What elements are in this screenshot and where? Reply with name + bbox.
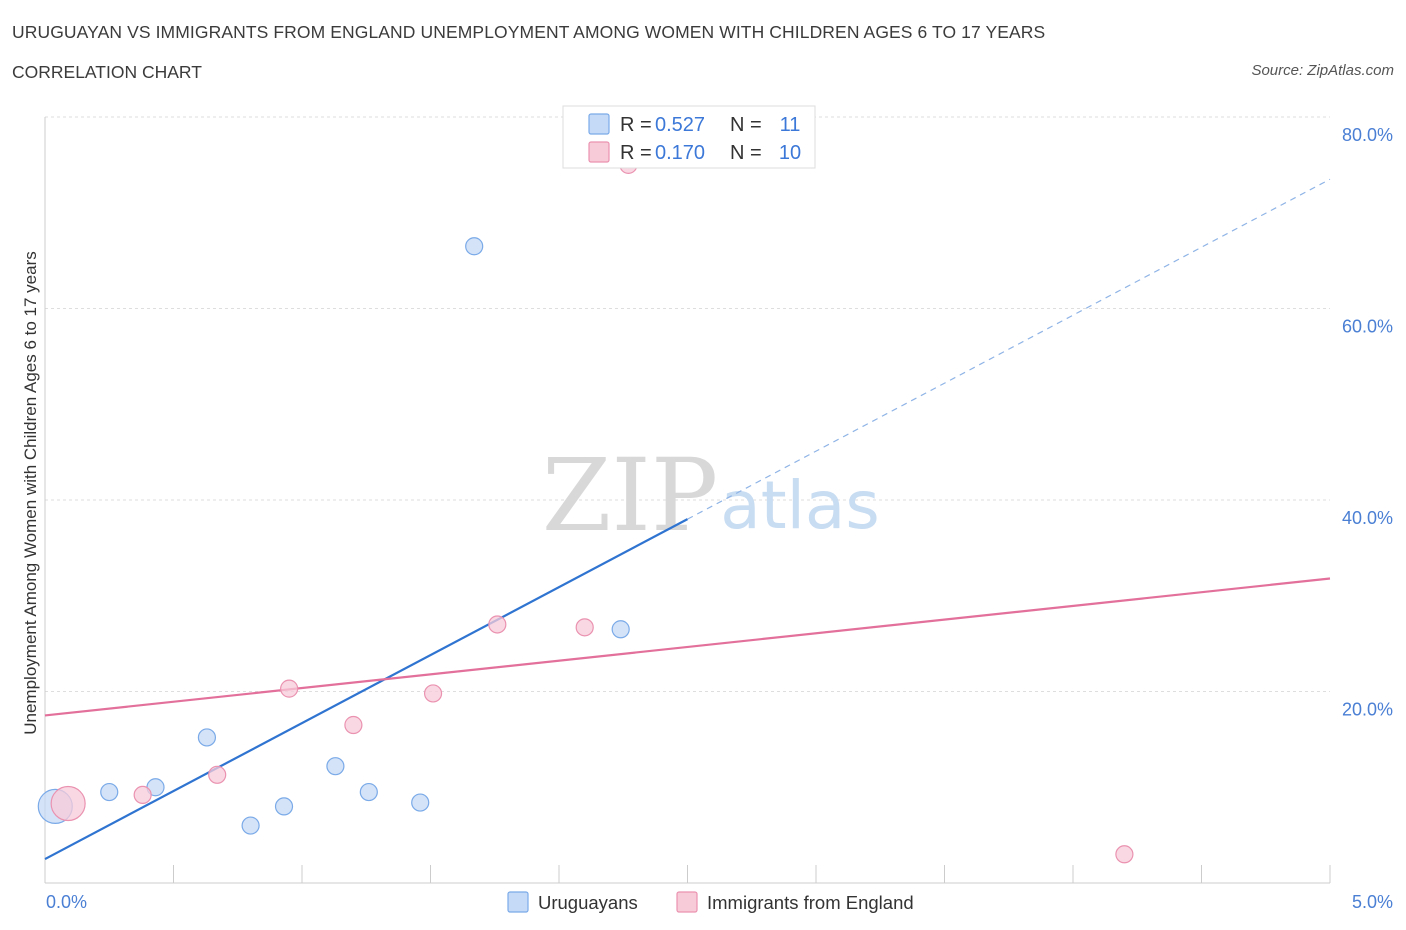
legend-r-label: R = [620,142,652,164]
legend-r-value: 0.170 [655,142,705,164]
gridlines [45,116,1330,692]
legend-label-uruguayans: Uruguayans [538,892,638,913]
trend-lines [44,178,1331,861]
legend-n-label: N = [730,114,762,136]
england-point [1115,845,1134,864]
y-tick-label: 80.0% [1342,125,1393,145]
england-point [423,684,443,703]
x-tick-label: 0.0% [46,892,87,912]
england-point [133,785,152,805]
uruguayans-point [197,728,217,747]
legend-n-label: N = [730,142,762,164]
uruguayans-trend-extension [687,178,1331,520]
england-point [575,618,594,637]
legend-r-value: 0.527 [655,114,705,136]
uruguayans-trend-line [44,518,689,861]
y-axis-label: Unemployment Among Women with Children A… [21,251,40,735]
uruguayans-point [465,237,484,256]
y-tick-label: 60.0% [1342,317,1393,337]
chart-subtitle: CORRELATION CHART [12,62,202,82]
stats-legend: R = 0.527 N = 11 R = 0.170 N = 10 [562,105,816,169]
watermark-atlas: atlas [720,467,880,544]
watermark: ZIP atlas [542,437,880,554]
legend-swatch-uruguayans [588,113,610,135]
x-tick-label: 5.0% [1352,892,1393,912]
england-trend-line [44,577,1331,717]
legend-n-value: 10 [779,142,801,164]
source-label: Source: ZipAtlas.com [1251,62,1394,79]
england-point [280,679,299,698]
legend-swatch-england [588,141,610,163]
legend-n-value: 11 [780,114,801,136]
uruguayans-point [274,797,294,816]
uruguayans-point [326,757,345,776]
uruguayans-point [611,620,630,639]
england-point [344,715,363,735]
england-point [208,765,227,784]
x-tick-labels: 0.0% 5.0% [46,892,1393,912]
legend-swatch-uruguayans [507,891,529,913]
series-legend: Uruguayans Immigrants from England [507,891,914,913]
england-point [488,615,507,634]
uruguayans-point [411,793,430,812]
y-tick-label: 20.0% [1342,700,1393,720]
chart-title: URUGUAYAN VS IMMIGRANTS FROM ENGLAND UNE… [12,22,1046,42]
y-tick-label: 40.0% [1342,508,1393,528]
data-points [37,155,1134,864]
uruguayans-point [241,816,260,835]
axes [44,117,1331,884]
uruguayans-point [100,782,119,802]
legend-label-england: Immigrants from England [707,892,914,913]
legend-r-label: R = [620,114,652,136]
uruguayans-point [359,782,378,802]
y-tick-labels: 20.0% 40.0% 60.0% 80.0% [1342,125,1393,720]
england-point [50,785,86,822]
legend-swatch-england [676,891,698,913]
watermark-zip: ZIP [542,437,718,554]
